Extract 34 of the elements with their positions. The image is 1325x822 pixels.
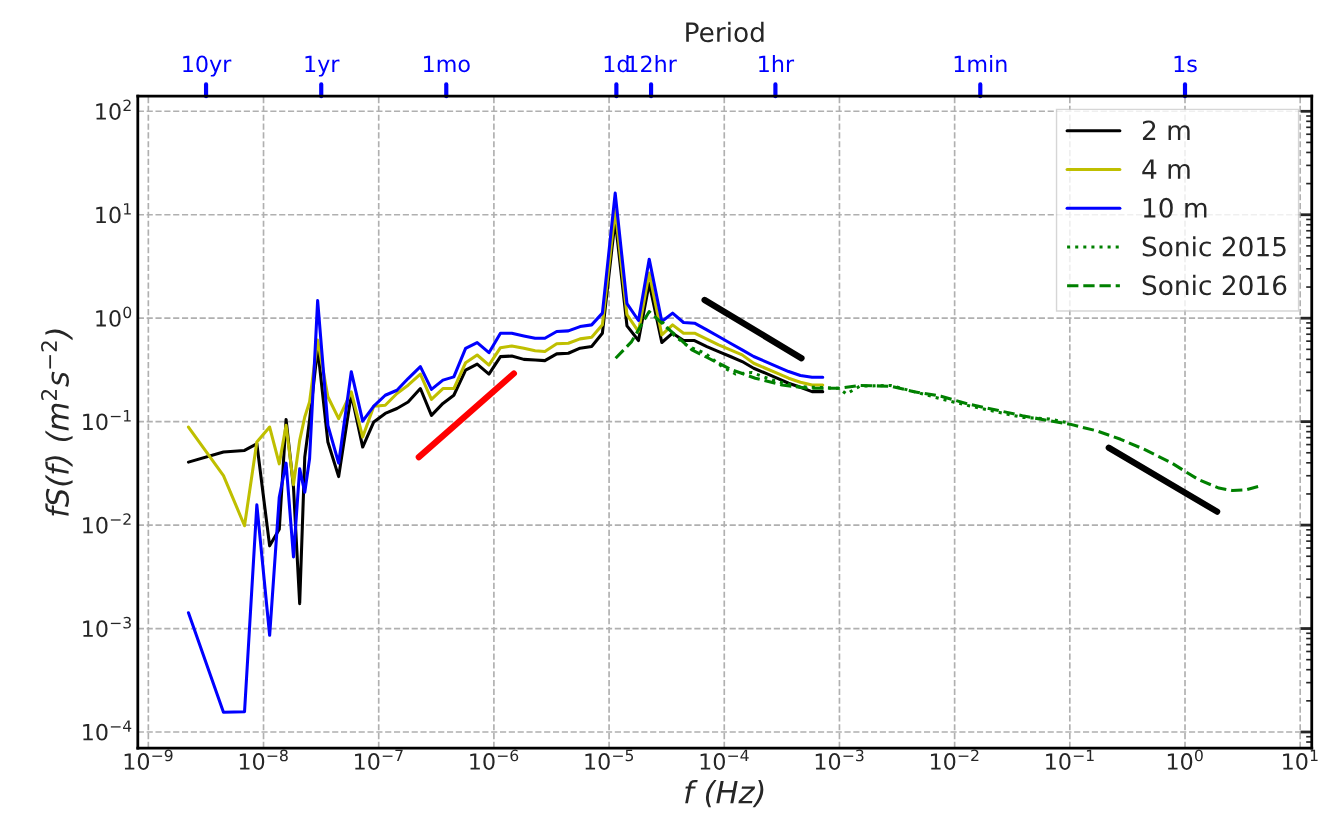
y-tick-label: 10$^{−2}$ — [83, 513, 131, 534]
ref-line-label: 1hr — [759, 55, 795, 72]
text: Period — [686, 21, 764, 43]
x-tick-label: 10$^{−5}$ — [585, 749, 634, 770]
legend-label: 2 m — [1142, 120, 1190, 140]
y-axis-title: fS(f) (m$^{2}$s$^{−2}$) — [41, 329, 73, 516]
legend-label: 10 m — [1143, 197, 1207, 218]
y-tick-label: 10$^{−4}$ — [83, 720, 132, 741]
y-tick-label: 10$^{1}$ — [96, 203, 131, 224]
legend-label: Sonic 2016 — [1142, 274, 1287, 296]
x-tick-label: 10$^{−4}$ — [700, 749, 749, 770]
ref-line-label: 1s — [1174, 55, 1197, 73]
ref-line-label: 1min — [954, 55, 1007, 72]
ref-line-label: 12hr — [627, 55, 677, 72]
y-tick-label: 10$^{2}$ — [96, 99, 131, 120]
y-tick-label: 10$^{−3}$ — [83, 616, 131, 638]
y-tick-label: 10$^{−1}$ — [83, 410, 131, 431]
legend-label: Sonic 2015 — [1142, 236, 1286, 257]
ref-line-label: 1yr — [305, 55, 340, 77]
x-tick-label: 10$^{−6}$ — [470, 749, 519, 770]
x-tick-label: 10$^{−9}$ — [124, 749, 173, 770]
ref-line-label: 1d — [604, 55, 629, 73]
x-tick-label: 10$^{1}$ — [1283, 749, 1318, 770]
x-tick-label: 10$^{−7}$ — [355, 749, 403, 770]
x-tick-label: 10$^{−8}$ — [239, 749, 288, 770]
x-tick-label: 10$^{−2}$ — [930, 749, 979, 770]
ref-line-label: 1mo — [424, 55, 470, 73]
ref-line-label: 10yr — [183, 55, 232, 77]
legend-label: 4 m — [1142, 159, 1190, 179]
x-axis-title: f (Hz) — [685, 779, 764, 808]
x-tick-label: 10$^{−3}$ — [815, 749, 864, 770]
y-tick-label: 10$^{0}$ — [96, 306, 132, 327]
x-tick-label: 10$^{0}$ — [1167, 749, 1203, 770]
x-tick-label: 10$^{−1}$ — [1046, 749, 1094, 770]
